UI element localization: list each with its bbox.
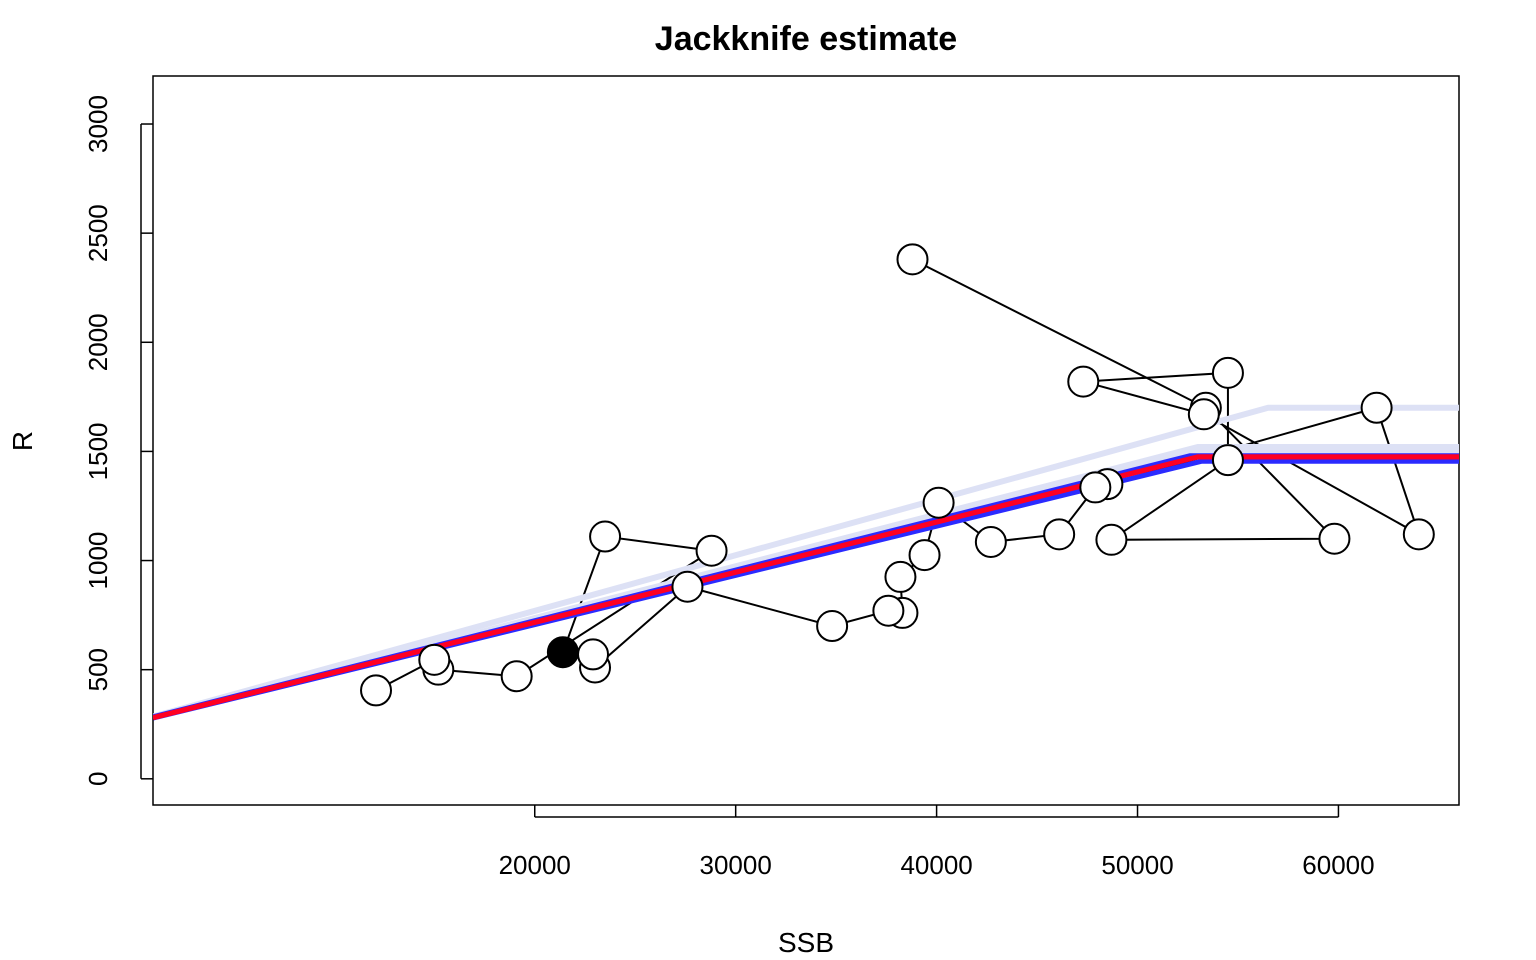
x-tick-label: 50000 — [1101, 850, 1173, 880]
y-tick-label: 2500 — [83, 204, 113, 262]
data-point — [1211, 444, 1244, 477]
y-axis-label: R — [7, 431, 38, 451]
data-point — [418, 643, 451, 676]
fit-line-main-top — [153, 454, 1459, 721]
data-point — [816, 610, 849, 643]
data-point — [671, 570, 704, 603]
y-tick-label: 2000 — [83, 313, 113, 371]
x-axis-label: SSB — [778, 927, 834, 958]
fit-line-jackknife — [153, 458, 1459, 721]
data-point — [884, 560, 917, 593]
fit-line-jackknife — [153, 453, 1459, 720]
data-point — [360, 674, 393, 707]
data-point — [1043, 518, 1076, 551]
x-tick-label: 60000 — [1302, 850, 1374, 880]
x-tick-label: 30000 — [700, 850, 772, 880]
data-point — [974, 525, 1007, 558]
chart-title: Jackknife estimate — [655, 20, 957, 58]
y-tick-label: 0 — [83, 772, 113, 786]
data-point — [577, 638, 610, 671]
x-tick-label: 20000 — [499, 850, 571, 880]
y-tick-label: 3000 — [83, 95, 113, 153]
y-tick-label: 500 — [83, 648, 113, 691]
data-point — [589, 520, 622, 553]
data-point-highlighted — [546, 636, 579, 669]
data-point — [1187, 398, 1220, 431]
data-point — [1360, 391, 1393, 424]
data-point — [1402, 518, 1435, 551]
data-point — [1067, 365, 1100, 398]
data-point — [695, 534, 728, 567]
fit-line-main — [153, 454, 1459, 721]
plot-frame — [152, 75, 1460, 806]
fit-line-jackknife-faint — [153, 448, 1459, 721]
fit-line-jackknife-faint — [153, 404, 1459, 720]
data-point — [500, 660, 533, 693]
y-tick-label: 1000 — [83, 532, 113, 590]
data-point — [908, 539, 941, 572]
fit-line-jackknife-faint — [153, 444, 1459, 720]
plot-area: 20000 30000 40000 50000 60000 0 500 1000 1500 200… — [83, 75, 1460, 880]
data-point — [1095, 523, 1128, 556]
data-point — [922, 486, 955, 519]
data-point — [1318, 522, 1351, 555]
y-tick-label: 1500 — [83, 422, 113, 480]
data-point — [896, 243, 929, 276]
data-point — [1079, 471, 1112, 504]
fit-lines — [153, 404, 1459, 721]
data-point — [872, 594, 905, 627]
x-tick-label: 40000 — [900, 850, 972, 880]
data-point — [1211, 356, 1244, 389]
